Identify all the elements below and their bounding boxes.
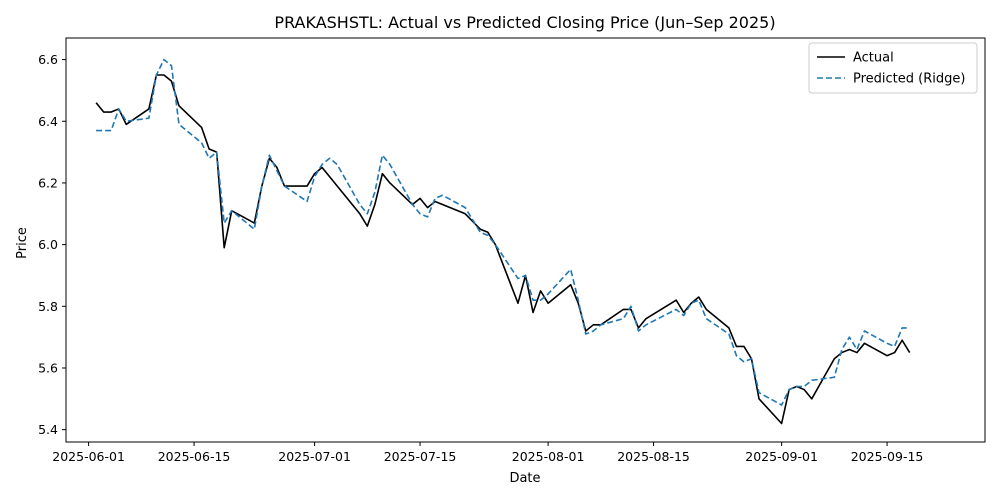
x-tick-label: 2025-07-15 [384, 449, 457, 464]
y-axis: 5.4 5.6 5.8 6.0 6.2 6.4 6.6 [38, 52, 66, 437]
legend-label: Actual [853, 51, 894, 66]
x-tick-label: 2025-08-01 [512, 449, 585, 464]
series-layer [95, 58, 911, 425]
chart-title: PRAKASHSTL: Actual vs Predicted Closing … [274, 13, 775, 32]
x-tick-label: 2025-08-15 [617, 449, 690, 464]
legend-box [808, 42, 978, 94]
y-tick-label: 6.6 [38, 52, 58, 67]
series-line-predicted [96, 58, 910, 406]
x-axis: 2025-06-01 2025-06-15 2025-07-01 2025-07-15… [52, 442, 923, 464]
x-axis-label: Date [509, 471, 540, 486]
y-tick-label: 5.8 [38, 299, 58, 314]
legend-label: Predicted (Ridge) [853, 72, 965, 87]
x-tick-label: 2025-09-01 [745, 449, 818, 464]
x-tick-label: 2025-06-01 [52, 449, 125, 464]
y-tick-label: 6.2 [38, 175, 58, 190]
y-tick-label: 6.0 [38, 237, 58, 252]
plot-frame [65, 37, 986, 443]
x-tick-label: 2025-07-01 [278, 449, 351, 464]
plot-area: 2025-06-01 2025-06-15 2025-07-01 2025-07-15… [38, 37, 986, 464]
y-tick-label: 5.6 [38, 360, 58, 375]
legend: Actual Predicted (Ridge) [808, 42, 978, 94]
y-tick-label: 6.4 [38, 114, 58, 129]
x-tick-label: 2025-06-15 [158, 449, 231, 464]
x-tick-label: 2025-09-15 [851, 449, 924, 464]
y-axis-label: Price [15, 227, 30, 259]
y-tick-label: 5.4 [38, 422, 58, 437]
series-line-actual [95, 74, 911, 425]
